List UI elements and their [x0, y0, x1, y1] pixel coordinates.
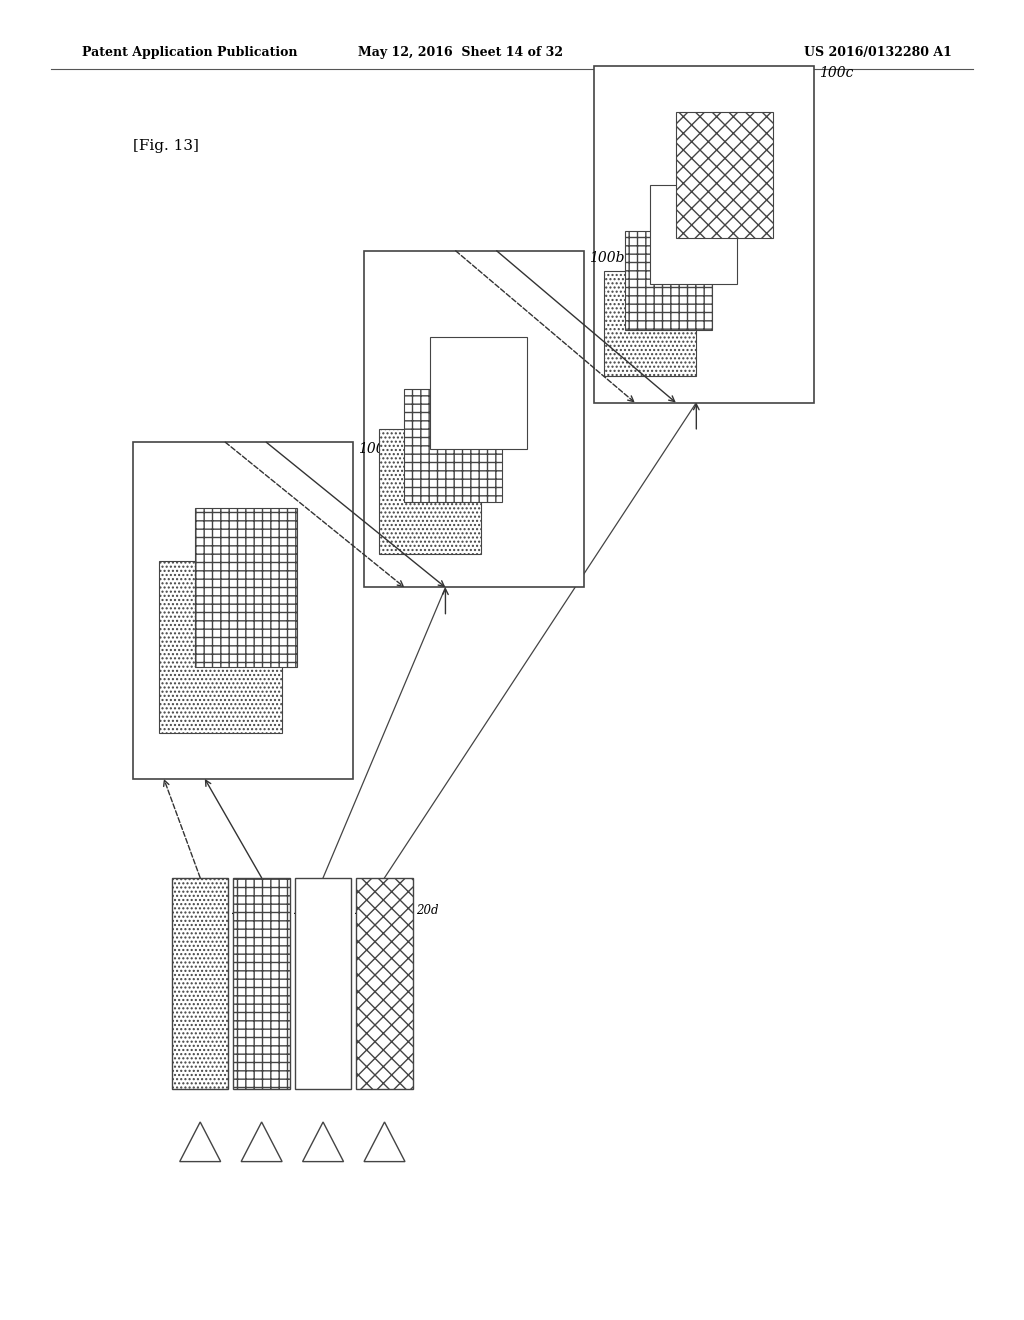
- Polygon shape: [180, 1122, 221, 1162]
- Text: 20c: 20c: [354, 904, 376, 917]
- Bar: [364, 251, 584, 587]
- Bar: [650, 185, 737, 284]
- Bar: [195, 508, 297, 667]
- Bar: [233, 878, 290, 1089]
- Polygon shape: [303, 1122, 344, 1162]
- Bar: [356, 878, 413, 1089]
- Text: US 2016/0132280 A1: US 2016/0132280 A1: [805, 46, 952, 59]
- Bar: [594, 66, 814, 403]
- Text: [Fig. 13]: [Fig. 13]: [133, 139, 199, 153]
- Bar: [295, 878, 351, 1089]
- Bar: [604, 271, 696, 376]
- Bar: [379, 429, 481, 554]
- Text: 100a: 100a: [358, 442, 393, 457]
- Text: 20a: 20a: [231, 904, 253, 917]
- Bar: [133, 442, 353, 779]
- Text: 100c: 100c: [819, 66, 854, 81]
- Bar: [676, 112, 773, 238]
- Text: Patent Application Publication: Patent Application Publication: [82, 46, 297, 59]
- Text: 20b: 20b: [293, 904, 315, 917]
- Polygon shape: [242, 1122, 283, 1162]
- Bar: [625, 231, 712, 330]
- Text: 20d: 20d: [416, 904, 438, 917]
- Bar: [172, 878, 228, 1089]
- Bar: [404, 389, 502, 502]
- Bar: [159, 561, 282, 733]
- Text: May 12, 2016  Sheet 14 of 32: May 12, 2016 Sheet 14 of 32: [358, 46, 563, 59]
- Bar: [430, 337, 527, 449]
- Text: 100b: 100b: [589, 251, 625, 265]
- Polygon shape: [365, 1122, 406, 1162]
